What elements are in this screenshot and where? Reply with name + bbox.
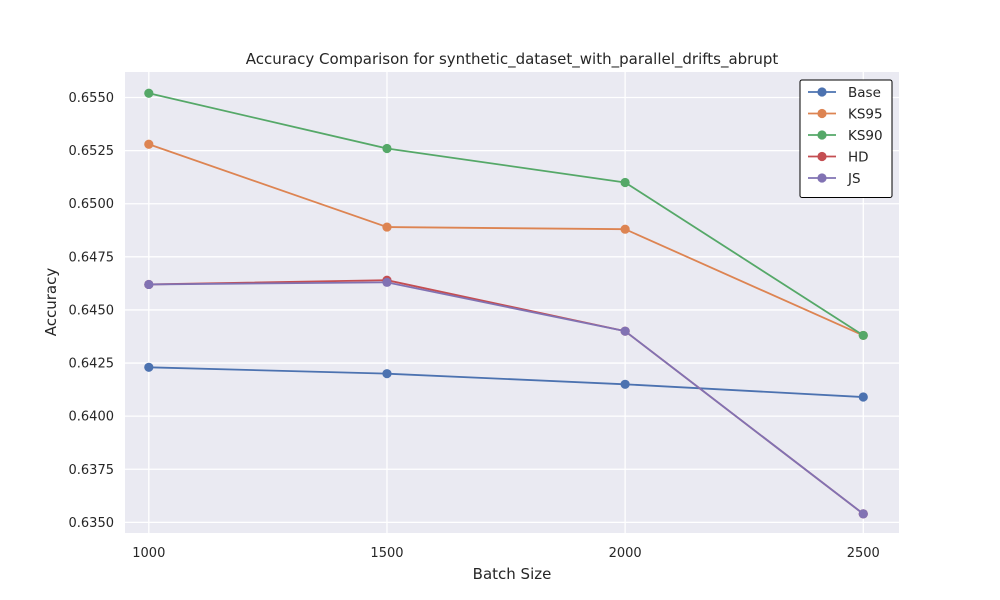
- data-point-base: [382, 369, 392, 379]
- data-point-ks90: [858, 330, 868, 341]
- legend-label-base: Base: [848, 85, 881, 101]
- data-point-js: [620, 326, 630, 336]
- data-point-base: [144, 362, 154, 372]
- y-tick-label: 0.6400: [69, 410, 115, 425]
- legend: Base KS95 KS90 HD JS: [799, 79, 893, 198]
- legend-label-ks90: KS90: [848, 128, 883, 144]
- legend-label-ks95: KS95: [848, 107, 883, 123]
- series-layer: [144, 88, 868, 519]
- data-point-js: [144, 279, 154, 290]
- y-tick-label: 0.6425: [69, 357, 115, 372]
- y-tick-label: 0.6450: [69, 303, 115, 318]
- y-tick-label: 0.6350: [69, 516, 115, 531]
- data-point-base: [858, 392, 868, 402]
- data-point-ks90: [620, 177, 630, 188]
- y-axis-label: Accuracy: [42, 268, 60, 337]
- chart-title: Accuracy Comparison for synthetic_datase…: [246, 50, 779, 69]
- data-point-ks90: [382, 143, 392, 154]
- x-axis-label: Batch Size: [473, 565, 552, 583]
- series-line-ks90: [148, 92, 864, 337]
- data-point-base: [620, 379, 630, 389]
- x-tick-label: 1000: [132, 546, 165, 561]
- series-line-js: [148, 281, 864, 515]
- y-tick-label: 0.6550: [69, 91, 115, 106]
- y-tick-label: 0.6375: [69, 463, 115, 478]
- legend-marker-ks95: [817, 108, 827, 119]
- grid: [125, 72, 899, 533]
- data-point-js: [382, 277, 392, 287]
- legend-marker-hd: [817, 151, 827, 162]
- y-tick-label: 0.6475: [69, 250, 115, 265]
- series-line-ks95: [148, 143, 864, 337]
- data-point-ks90: [144, 88, 154, 98]
- series-line-base: [148, 366, 864, 398]
- series-ks90: [144, 88, 868, 341]
- y-tick-label: 0.6500: [69, 197, 115, 212]
- y-axis-ticks: 0.6350 0.6375 0.6400 0.6425 0.6450 0.6475 0.65…: [69, 91, 115, 531]
- legend-marker-js: [817, 173, 827, 183]
- data-point-js: [858, 509, 868, 519]
- series-base: [144, 362, 868, 402]
- x-tick-label: 1500: [370, 546, 403, 561]
- x-tick-label: 2000: [609, 546, 642, 561]
- data-point-ks95: [620, 224, 630, 234]
- x-axis-ticks: 1000 1500 2000 2500: [132, 546, 880, 561]
- data-point-ks95: [382, 222, 392, 232]
- y-tick-label: 0.6525: [69, 144, 115, 159]
- legend-marker-ks90: [817, 130, 827, 140]
- series-js: [144, 277, 868, 519]
- legend-label-hd: HD: [848, 150, 869, 166]
- legend-label-js: JS: [847, 171, 861, 187]
- series-ks95: [144, 139, 868, 341]
- legend-marker-base: [817, 87, 827, 97]
- plot-area: [125, 72, 899, 533]
- x-tick-label: 2500: [847, 546, 880, 561]
- data-point-ks95: [144, 139, 154, 149]
